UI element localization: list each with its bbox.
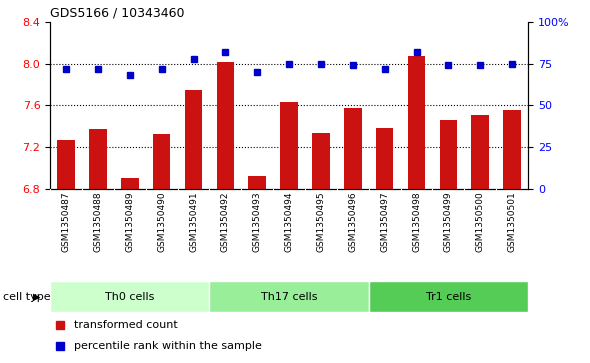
- Text: GSM1350500: GSM1350500: [476, 192, 485, 252]
- Bar: [503, 110, 521, 189]
- Bar: [344, 109, 362, 189]
- Bar: [471, 115, 489, 189]
- Bar: [50, 281, 209, 312]
- Text: GSM1350490: GSM1350490: [157, 192, 166, 252]
- Text: GSM1350495: GSM1350495: [316, 192, 326, 252]
- Text: ▶: ▶: [32, 292, 40, 302]
- Text: Tr1 cells: Tr1 cells: [426, 292, 471, 302]
- Text: GDS5166 / 10343460: GDS5166 / 10343460: [50, 6, 185, 19]
- Text: Th17 cells: Th17 cells: [261, 292, 317, 302]
- Text: GSM1350492: GSM1350492: [221, 192, 230, 252]
- Text: GSM1350487: GSM1350487: [61, 192, 71, 252]
- Text: GSM1350498: GSM1350498: [412, 192, 421, 252]
- Bar: [248, 176, 266, 189]
- Text: cell type: cell type: [3, 292, 51, 302]
- Text: GSM1350494: GSM1350494: [284, 192, 294, 252]
- Bar: [376, 128, 394, 189]
- Bar: [121, 178, 139, 189]
- Text: GSM1350489: GSM1350489: [125, 192, 135, 252]
- Text: percentile rank within the sample: percentile rank within the sample: [74, 341, 262, 351]
- Text: GSM1350488: GSM1350488: [93, 192, 103, 252]
- Text: GSM1350497: GSM1350497: [380, 192, 389, 252]
- Text: GSM1350493: GSM1350493: [253, 192, 262, 252]
- Bar: [89, 129, 107, 189]
- Bar: [369, 281, 528, 312]
- Bar: [209, 281, 369, 312]
- Text: GSM1350496: GSM1350496: [348, 192, 358, 252]
- Bar: [217, 62, 234, 189]
- Text: Th0 cells: Th0 cells: [105, 292, 155, 302]
- Text: GSM1350501: GSM1350501: [507, 192, 517, 252]
- Bar: [408, 56, 425, 189]
- Bar: [312, 134, 330, 189]
- Bar: [153, 134, 171, 189]
- Text: GSM1350499: GSM1350499: [444, 192, 453, 252]
- Text: transformed count: transformed count: [74, 321, 178, 330]
- Bar: [57, 140, 75, 189]
- Bar: [185, 90, 202, 189]
- Text: GSM1350491: GSM1350491: [189, 192, 198, 252]
- Bar: [280, 102, 298, 189]
- Bar: [440, 120, 457, 189]
